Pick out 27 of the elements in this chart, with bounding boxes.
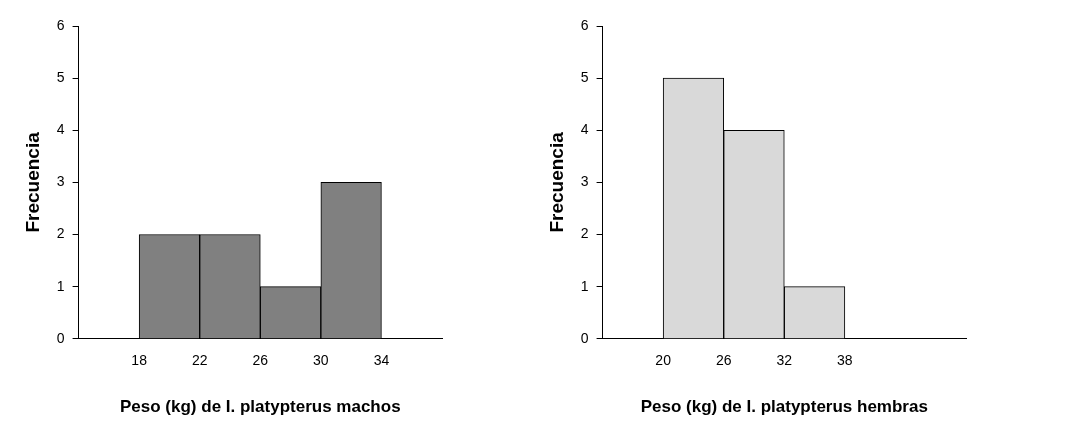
y-tick-label: 6 [580,16,589,33]
y-tick-label: 3 [56,173,65,190]
y-tick-label: 1 [580,277,589,294]
y-tick-label: 6 [56,16,65,33]
y-tick-label: 5 [56,68,65,85]
x-tick-label: 38 [837,352,853,369]
x-tick-label: 32 [776,352,793,369]
y-tick-label: 0 [56,329,65,346]
y-tick-label: 2 [580,225,589,242]
x-tick-label: 26 [715,352,732,369]
y-tick-label: 0 [580,329,589,346]
y-tick-label: 4 [580,121,589,138]
y-axis-title: Frecuencia [21,131,43,233]
x-tick-label: 22 [191,352,208,369]
x-axis-title: Peso (kg) de I. platypterus hembras [640,397,928,417]
x-tick-label: 18 [131,352,148,369]
y-tick-label: 4 [56,121,65,138]
x-tick-label: 20 [655,352,672,369]
y-axis-title: Frecuencia [545,131,567,233]
x-tick-label: 34 [373,352,390,369]
x-tick-label: 26 [252,352,269,369]
x-tick-label: 30 [313,352,329,369]
y-tick-label: 3 [580,173,589,190]
y-tick-label: 1 [56,277,65,294]
y-tick-label: 5 [580,68,589,85]
x-axis-title: Peso (kg) de I. platypterus machos [120,397,401,417]
y-tick-label: 2 [56,225,65,242]
